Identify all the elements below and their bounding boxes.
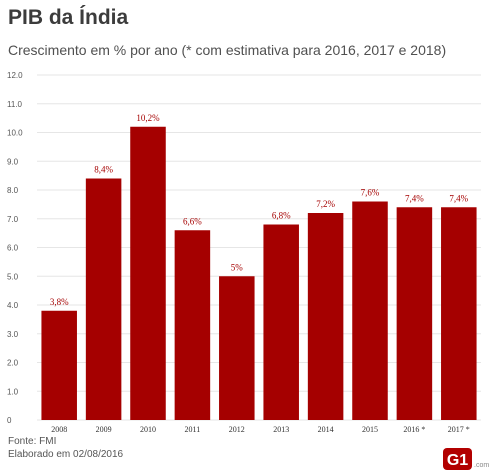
value-label: 7,2% xyxy=(316,199,335,209)
bar-2014 xyxy=(307,213,344,420)
source-note: Fonte: FMI xyxy=(8,436,57,447)
value-label: 7,4% xyxy=(449,193,468,203)
x-axis-ticks: 2008 2009 2010 2011 2012 2013 2014 2015 2016 * 20… xyxy=(51,425,470,434)
value-labels: 3,8% 8,4% 10,2% 6,6% 5% 6,8% 7,2% 7,6% 7,4% 7,4% xyxy=(50,113,469,307)
y-tick-label: 12.0 xyxy=(7,71,23,80)
bars xyxy=(41,126,477,420)
value-label: 8,4% xyxy=(94,165,113,175)
y-tick-label: 2.0 xyxy=(7,359,19,368)
y-tick-label: 5.0 xyxy=(7,272,19,281)
value-label: 10,2% xyxy=(136,113,160,123)
y-tick-label: 8.0 xyxy=(7,186,19,195)
x-tick-label: 2012 xyxy=(229,425,245,434)
x-tick-label: 2017 * xyxy=(448,425,470,434)
x-tick-label: 2008 xyxy=(51,425,67,434)
y-tick-label: 6.0 xyxy=(7,244,19,253)
y-tick-label: 1.0 xyxy=(7,387,19,396)
bar-2015 xyxy=(352,201,388,420)
x-tick-label: 2016 * xyxy=(403,425,425,434)
y-tick-label: 7.0 xyxy=(7,215,19,224)
y-tick-label: 3.0 xyxy=(7,330,19,339)
chart-subtitle: Crescimento em % por ano (* com estimati… xyxy=(8,42,447,58)
value-label: 7,4% xyxy=(405,193,424,203)
x-tick-label: 2009 xyxy=(96,425,112,434)
y-tick-label: 10.0 xyxy=(7,129,23,138)
chart-title: PIB da Índia xyxy=(8,6,129,29)
date-note: Elaborado em 02/08/2016 xyxy=(8,449,124,460)
logo-text: G1 xyxy=(447,452,468,469)
bar-2012 xyxy=(219,276,255,420)
x-tick-label: 2013 xyxy=(273,425,289,434)
bar-2017 xyxy=(441,207,477,420)
bar-2010 xyxy=(130,126,166,420)
x-tick-label: 2015 xyxy=(362,425,378,434)
y-tick-label: 0 xyxy=(7,416,12,425)
y-axis-ticks: 0 1.0 2.0 3.0 4.0 5.0 6.0 7.0 8.0 9.0 10.0 11.0 12.0 xyxy=(7,71,23,425)
y-tick-label: 4.0 xyxy=(7,301,19,310)
bar-2016 xyxy=(396,207,433,420)
g1-logo: G1 .com xyxy=(443,448,489,470)
bar-2008 xyxy=(41,310,77,420)
y-tick-label: 9.0 xyxy=(7,157,19,166)
x-tick-label: 2011 xyxy=(185,425,201,434)
value-label: 6,6% xyxy=(183,216,202,226)
bar-2009 xyxy=(85,178,122,420)
bar-2011 xyxy=(174,230,211,420)
value-label: 6,8% xyxy=(272,211,291,221)
bar-2013 xyxy=(263,224,299,420)
value-label: 7,6% xyxy=(361,188,380,198)
value-label: 5% xyxy=(231,262,244,272)
x-tick-label: 2010 xyxy=(140,425,156,434)
y-tick-label: 11.0 xyxy=(7,100,23,109)
logo-suffix: .com xyxy=(474,462,489,469)
x-tick-label: 2014 xyxy=(318,425,334,434)
value-label: 3,8% xyxy=(50,297,69,307)
